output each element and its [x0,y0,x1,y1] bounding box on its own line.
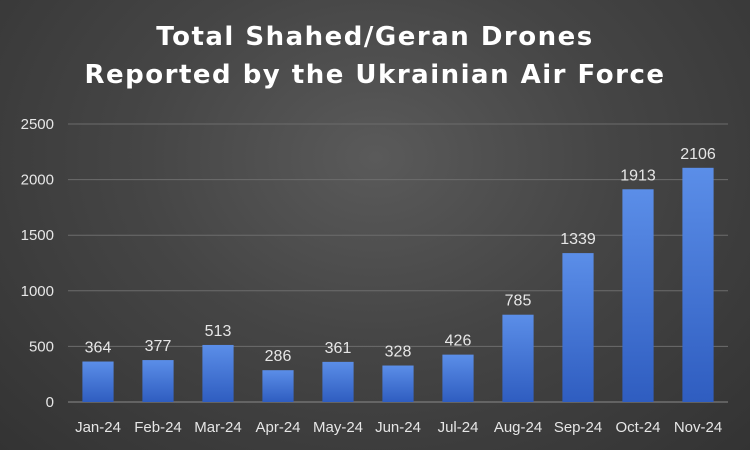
data-label: 1913 [620,167,656,184]
x-tick-label: Aug-24 [494,419,542,436]
bar-jun-24 [382,365,414,402]
data-label: 364 [85,340,112,357]
data-label: 1339 [560,231,596,248]
bar-mar-24 [202,344,234,402]
x-tick-label: Nov-24 [674,419,722,436]
bar-sep-24 [562,253,594,402]
data-label: 426 [445,333,472,350]
data-label: 513 [205,323,232,340]
x-tick-label: Apr-24 [255,419,300,436]
data-labels: 364 377 513 286 361 328 426 785 1339 1913 2106 [85,146,716,365]
data-label: 286 [265,348,292,365]
bars [82,167,714,402]
x-tick-label: Oct-24 [615,419,660,436]
x-tick-label: May-24 [313,419,363,436]
y-tick-label: 1000 [21,283,54,300]
data-label: 2106 [680,146,716,163]
x-tick-label: Sep-24 [554,419,602,436]
x-tick-label: Jun-24 [375,419,421,436]
bar-jan-24 [82,361,114,402]
bar-aug-24 [502,314,534,402]
y-axis-ticks: 0 500 1000 1500 2000 2500 [21,116,54,411]
chart-title: Total Shahed/Geran Drones Reported by th… [0,18,750,94]
x-tick-label: Jul-24 [438,419,479,436]
data-label: 377 [145,338,172,355]
y-tick-label: 500 [29,338,54,355]
bar-may-24 [322,361,354,402]
data-label: 785 [505,293,532,310]
y-tick-label: 2500 [21,116,54,133]
x-axis-ticks: Jan-24 Feb-24 Mar-24 Apr-24 May-24 Jun-24 Jul-… [75,419,722,436]
bar-apr-24 [262,370,294,402]
y-tick-label: 2000 [21,172,54,189]
chart-title-line-1: Total Shahed/Geran Drones [156,22,594,52]
bar-nov-24 [682,167,714,402]
bar-feb-24 [142,360,174,402]
chart-title-line-2: Reported by the Ukrainian Air Force [84,60,666,90]
x-tick-label: Mar-24 [194,419,242,436]
y-tick-label: 0 [46,394,54,411]
bar-jul-24 [442,354,474,402]
data-label: 328 [385,344,412,361]
x-tick-label: Jan-24 [75,419,121,436]
data-label: 361 [325,340,352,357]
x-tick-label: Feb-24 [134,419,182,436]
y-tick-label: 1500 [21,227,54,244]
bar-oct-24 [622,189,654,402]
